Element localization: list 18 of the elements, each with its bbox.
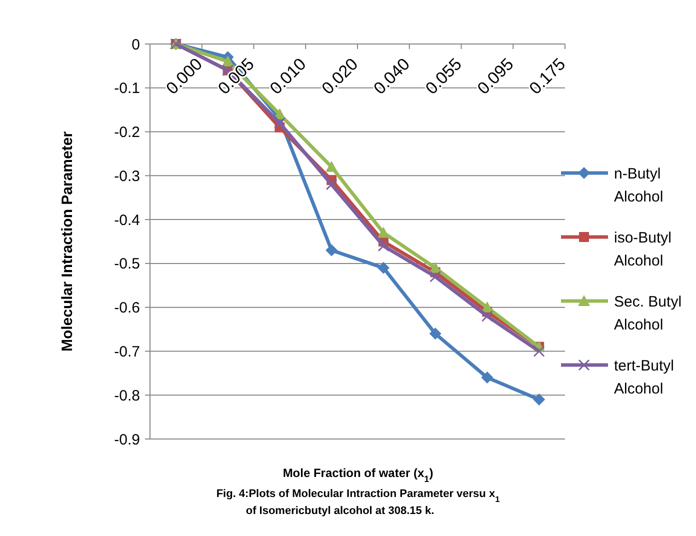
caption: Fig. 4:Plots of Molecular Intraction Parameter versu x$_{1}$ [216, 488, 500, 504]
x-axis-title: Mole Fraction of water (x$_{1}$) [282, 466, 434, 484]
y-axis-title: Molecular Intraction Parameter [59, 131, 76, 352]
y-tick-label: -0.4 [114, 212, 140, 229]
y-tick-label: -0.6 [114, 300, 140, 317]
y-tick-label: -0.7 [114, 343, 140, 360]
y-tick-label: -0.8 [114, 387, 140, 404]
y-tick-label: -0.5 [114, 256, 140, 273]
text: of Isomericbutyl alcohol at 308.15 k. [246, 505, 434, 517]
y-tick-label: -0.3 [114, 168, 140, 185]
y-tick-label: -0.9 [114, 431, 140, 448]
legend-label: iso-Butyl Alcohol [614, 229, 672, 270]
legend-label: tert-Butyl Alcohol [614, 357, 674, 398]
y-tick-label: -0.2 [114, 124, 140, 142]
y-tick-label: 0 [132, 36, 140, 54]
y-tick-label: -0.1 [114, 80, 140, 98]
legend-label: n-Butyl Alcohol [614, 165, 664, 206]
legend-label: Sec. Butyl Alcohol [614, 293, 682, 334]
